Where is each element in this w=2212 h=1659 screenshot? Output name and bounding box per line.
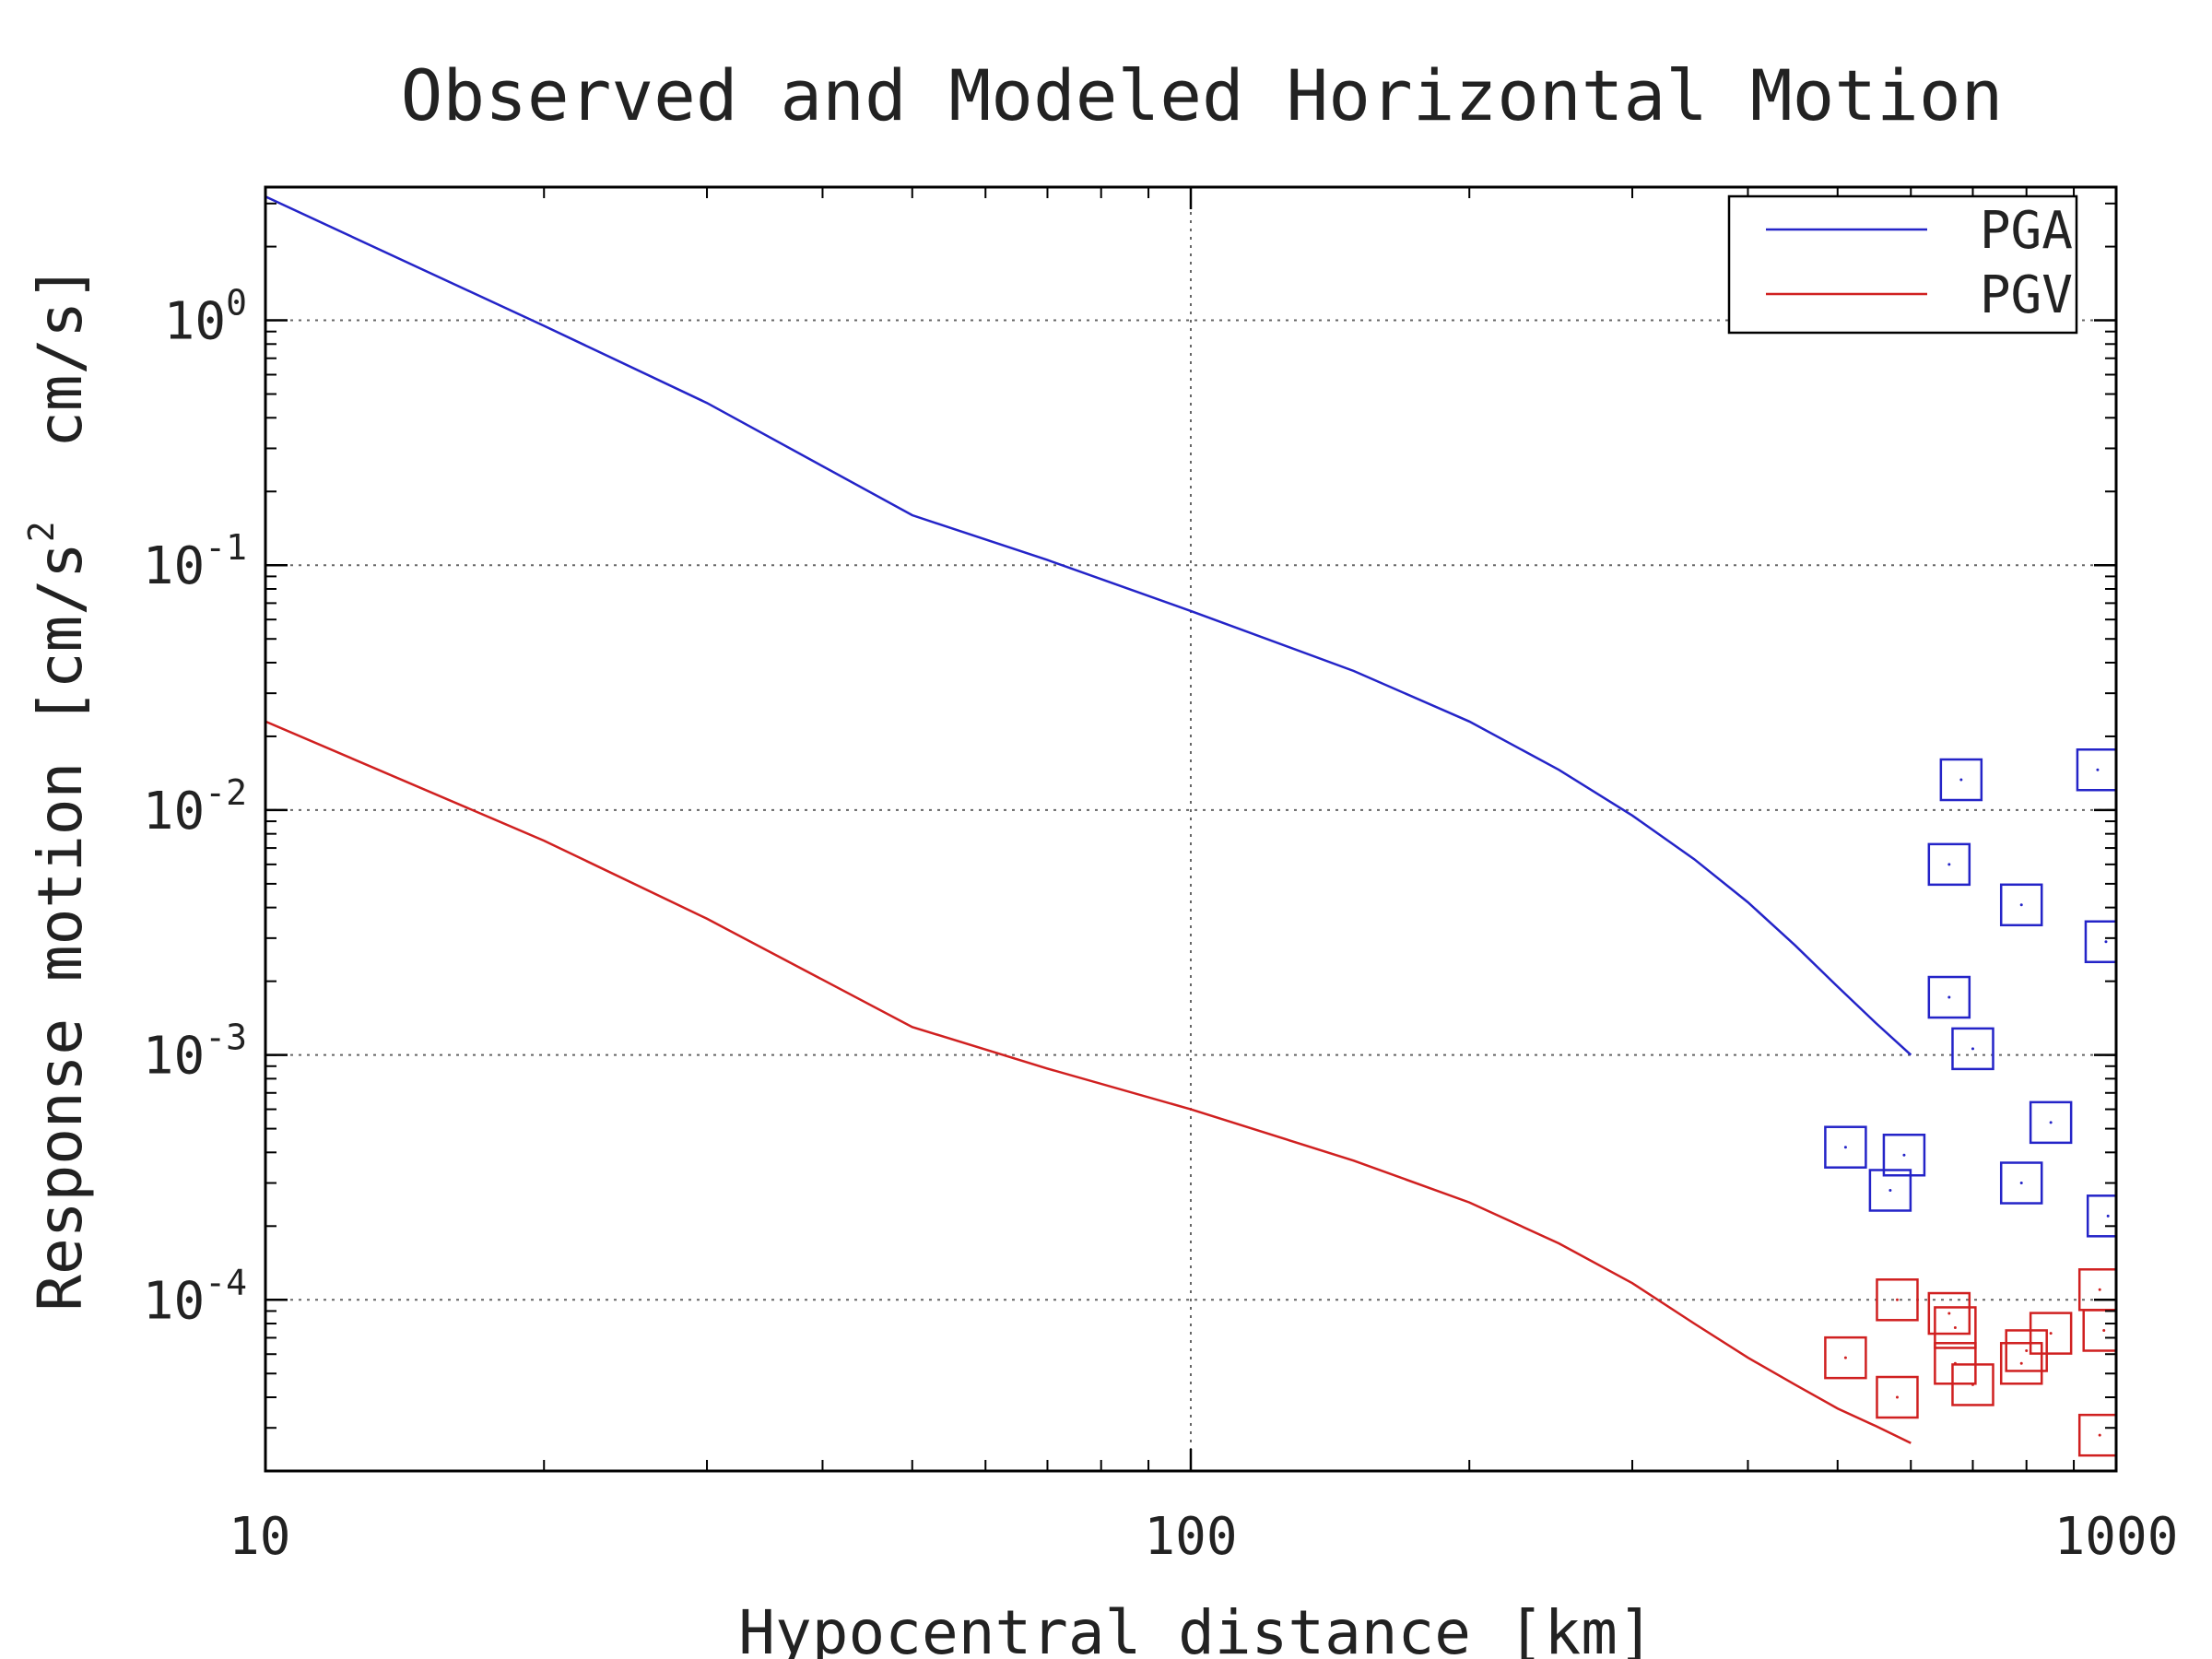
data-point-dot — [1895, 1395, 1899, 1399]
data-point-square — [1876, 1375, 1919, 1419]
grid-lines — [265, 187, 2116, 1471]
data-point-square — [1939, 758, 1983, 802]
data-point-square — [1868, 1169, 1912, 1212]
y-tick-label-exponent: 0 — [226, 283, 247, 324]
y-tick-label-exponent: -3 — [205, 1018, 247, 1058]
data-point-square — [1951, 1363, 1994, 1406]
data-point-square — [1999, 1161, 2043, 1205]
data-point-dot — [1971, 1047, 1974, 1051]
y-tick-label: 10-2 — [143, 772, 247, 841]
data-point-square — [2082, 1309, 2116, 1352]
data-point-dot — [2104, 940, 2108, 944]
legend-box — [1727, 194, 2078, 335]
data-point-square — [2084, 920, 2116, 964]
legend-label-pgv: PGV — [1980, 265, 2073, 325]
y-tick-label-exponent: -4 — [205, 1262, 247, 1302]
data-point-square — [2086, 1194, 2116, 1238]
data-point-dot — [2025, 1348, 2029, 1352]
data-point-square — [2029, 1100, 2073, 1145]
data-point-dot — [2019, 903, 2023, 907]
series-line-pgv — [265, 720, 1912, 1444]
data-point-dot — [2096, 768, 2100, 771]
x-axis-label: Hypocentral distance [km] — [738, 1597, 1653, 1659]
y-tick-label-exponent: -1 — [205, 527, 247, 568]
y-axis-label-superscript: 2 — [21, 521, 62, 542]
y-tick-label-base: 10 — [164, 292, 226, 352]
data-point-square — [2005, 1329, 2048, 1372]
data-point-dot — [2019, 1361, 2023, 1365]
y-tick-label-base: 10 — [143, 536, 205, 596]
series-line-pga — [265, 195, 1912, 1056]
y-tick-label-exponent: -2 — [205, 772, 247, 813]
y-tick-label-base: 10 — [143, 1271, 205, 1331]
data-point-dot — [2098, 1433, 2101, 1437]
observed-points — [1824, 1268, 2116, 1457]
data-point-square — [1951, 1027, 1994, 1071]
plot-border — [264, 185, 2118, 1473]
data-point-square — [1824, 1125, 1867, 1169]
plot-frame — [264, 185, 2118, 1473]
x-tick-label: 100 — [1144, 1507, 1237, 1567]
data-point-square — [1876, 1278, 1919, 1322]
data-point-dot — [2019, 1182, 2023, 1185]
data-point-dot — [1843, 1356, 1847, 1359]
data-point-dot — [2049, 1332, 2053, 1335]
data-point-dot — [2102, 1328, 2106, 1332]
data-point-square — [1934, 1306, 1977, 1349]
y-tick-label: 10-4 — [143, 1262, 247, 1331]
data-point-dot — [1959, 778, 1963, 782]
observed-points — [1824, 748, 2116, 1238]
data-point-square — [1999, 883, 2043, 927]
y-tick-label: 10-3 — [143, 1018, 247, 1087]
x-tick-label: 10 — [229, 1507, 290, 1567]
y-axis-label-suffix: cm/s] — [25, 265, 96, 521]
y-tick-label-base: 10 — [143, 782, 205, 841]
data-point-square — [2076, 748, 2116, 792]
x-tick-label: 1000 — [2054, 1507, 2179, 1567]
data-point-square — [1927, 842, 1971, 887]
data-point-square — [2077, 1413, 2116, 1457]
data-point-dot — [1953, 1325, 1957, 1329]
y-tick-label: 10-1 — [143, 527, 247, 596]
data-point-dot — [2106, 1214, 2110, 1218]
legend-label-pga: PGA — [1980, 201, 2073, 261]
data-point-dot — [1888, 1188, 1892, 1192]
x-tick-labels: 10 100 1000 — [229, 1507, 2178, 1567]
data-point-square — [1999, 1342, 2043, 1385]
data-point-dot — [1971, 1382, 1974, 1386]
data-point-square — [1927, 1291, 1971, 1335]
series-layer — [265, 195, 2116, 1457]
data-point-dot — [1843, 1146, 1847, 1149]
y-axis-label: Response motion [cm/s2 cm/s] — [21, 265, 96, 1312]
data-point-dot — [1947, 863, 1951, 866]
data-point-dot — [1947, 995, 1951, 999]
data-point-square — [1927, 975, 1971, 1019]
data-point-square — [1824, 1335, 1867, 1380]
chart-title: Observed and Modeled Horizontal Motion — [401, 54, 2004, 136]
data-point-square — [2029, 1312, 2073, 1355]
y-axis-label-prefix: Response motion [cm/s — [25, 542, 96, 1311]
data-point-dot — [2049, 1121, 2053, 1124]
data-point-dot — [2098, 1288, 2101, 1291]
y-tick-label: 100 — [164, 283, 247, 352]
data-point-dot — [1902, 1153, 1906, 1157]
data-point-dot — [1947, 1312, 1951, 1315]
y-tick-label-base: 10 — [143, 1027, 205, 1087]
data-point-dot — [1895, 1298, 1899, 1301]
data-point-square — [1882, 1134, 1926, 1177]
